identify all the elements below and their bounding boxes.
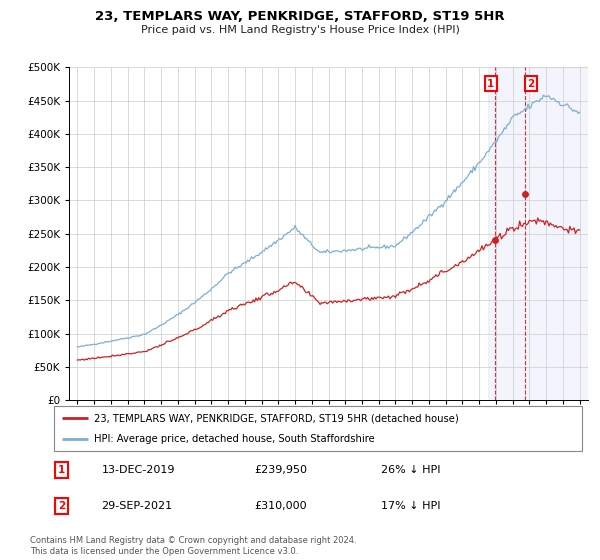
Text: HPI: Average price, detached house, South Staffordshire: HPI: Average price, detached house, Sout… xyxy=(94,433,374,444)
Text: £310,000: £310,000 xyxy=(254,501,307,511)
Text: 23, TEMPLARS WAY, PENKRIDGE, STAFFORD, ST19 5HR: 23, TEMPLARS WAY, PENKRIDGE, STAFFORD, S… xyxy=(95,10,505,22)
Text: 1: 1 xyxy=(58,465,65,475)
Text: Contains HM Land Registry data © Crown copyright and database right 2024.
This d: Contains HM Land Registry data © Crown c… xyxy=(30,536,356,556)
Text: 1: 1 xyxy=(487,79,494,89)
Text: 17% ↓ HPI: 17% ↓ HPI xyxy=(382,501,441,511)
Text: £239,950: £239,950 xyxy=(254,465,308,475)
Text: 2: 2 xyxy=(527,79,535,89)
Text: 13-DEC-2019: 13-DEC-2019 xyxy=(101,465,175,475)
FancyBboxPatch shape xyxy=(54,406,582,451)
Bar xyxy=(488,67,588,400)
Text: 2: 2 xyxy=(58,501,65,511)
Text: 29-SEP-2021: 29-SEP-2021 xyxy=(101,501,173,511)
Text: 26% ↓ HPI: 26% ↓ HPI xyxy=(382,465,441,475)
Text: Price paid vs. HM Land Registry's House Price Index (HPI): Price paid vs. HM Land Registry's House … xyxy=(140,25,460,35)
Text: 23, TEMPLARS WAY, PENKRIDGE, STAFFORD, ST19 5HR (detached house): 23, TEMPLARS WAY, PENKRIDGE, STAFFORD, S… xyxy=(94,413,458,423)
